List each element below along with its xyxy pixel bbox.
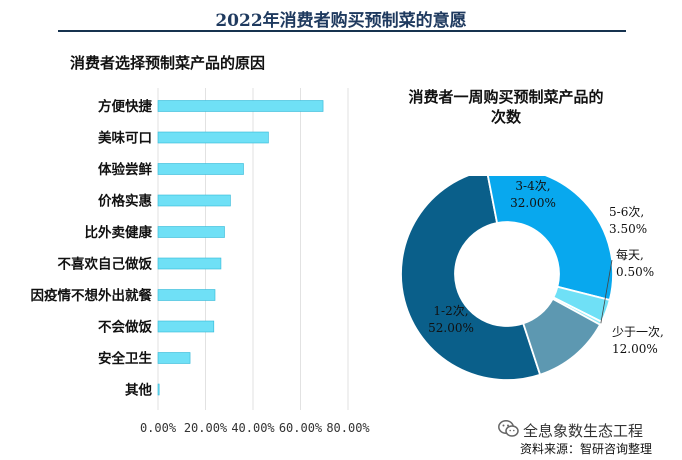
slice-value-label: 12.00% — [612, 342, 658, 356]
slice-value-label: 0.50% — [616, 265, 654, 279]
slice-value-label: 3.50% — [609, 222, 647, 236]
slice-value-label: 32.00% — [510, 196, 556, 210]
donut-chart: 1-2次, 52.00% 3-4次, 32.00% 5-6次, 3.50% 每天, 0.50%… — [400, 176, 664, 381]
slice-name-label: 每天, — [616, 247, 644, 262]
bar-chart-title: 消费者选择预制菜产品的原因 — [70, 54, 266, 72]
category-label: 方便快捷 — [98, 98, 152, 115]
category-label: 因疫情不想外出就餐 — [31, 287, 153, 304]
slice-value-label: 52.00% — [428, 321, 474, 335]
category-label: 安全卫生 — [98, 350, 152, 367]
donut-slice — [522, 297, 602, 376]
bar — [157, 383, 160, 396]
slice-name-label: 1-2次, — [433, 304, 468, 318]
x-tick-label: 80.00% — [326, 421, 370, 435]
x-tick-label: 0.00% — [140, 421, 177, 435]
x-tick-label: 40.00% — [231, 421, 275, 435]
watermark: 全息象数生态工程 — [498, 418, 678, 440]
source-note: 资料来源：智研咨询整理 — [520, 442, 653, 456]
bar — [157, 289, 216, 301]
donut-slice — [400, 176, 542, 381]
slice-name-label: 5-6次, — [609, 205, 644, 219]
watermark-text: 全息象数生态工程 — [523, 422, 644, 440]
bar-chart: 0.00% 20.00% 40.00% 60.00% 80.00% 方便快捷美味可口体验尝… — [31, 88, 370, 435]
wechat-icon — [498, 420, 519, 437]
pie-chart-title: 消费者一周购买预制菜产品的 次数 — [386, 87, 626, 127]
slice-name-label: 3-4次, — [515, 179, 550, 193]
leader-line — [600, 259, 613, 324]
bar — [157, 163, 244, 175]
bar — [157, 194, 231, 207]
bar — [157, 320, 215, 333]
donut-slice — [487, 176, 614, 302]
bar — [157, 352, 191, 364]
bar — [157, 131, 269, 144]
x-tick-label: 20.00% — [184, 421, 228, 435]
main-title: 2022年消费者购买预制菜的意愿 — [215, 11, 467, 31]
category-label: 体验尝鲜 — [98, 161, 152, 178]
pie-title-line-1: 消费者一周购买预制菜产品的 — [408, 88, 604, 106]
slice-name-label: 少于一次, — [612, 325, 664, 339]
category-label: 其他 — [125, 382, 152, 399]
category-label: 不喜欢自己做饭 — [58, 256, 153, 273]
category-label: 美味可口 — [98, 130, 152, 147]
bar — [157, 257, 222, 270]
bar — [157, 226, 225, 238]
category-label: 价格实惠 — [98, 193, 152, 210]
bar — [157, 100, 324, 112]
x-tick-label: 60.00% — [279, 421, 323, 435]
title-divider — [58, 30, 626, 32]
pie-title-line-2: 次数 — [490, 108, 521, 126]
category-label: 不会做饭 — [98, 319, 152, 336]
category-label: 比外卖健康 — [85, 224, 153, 241]
